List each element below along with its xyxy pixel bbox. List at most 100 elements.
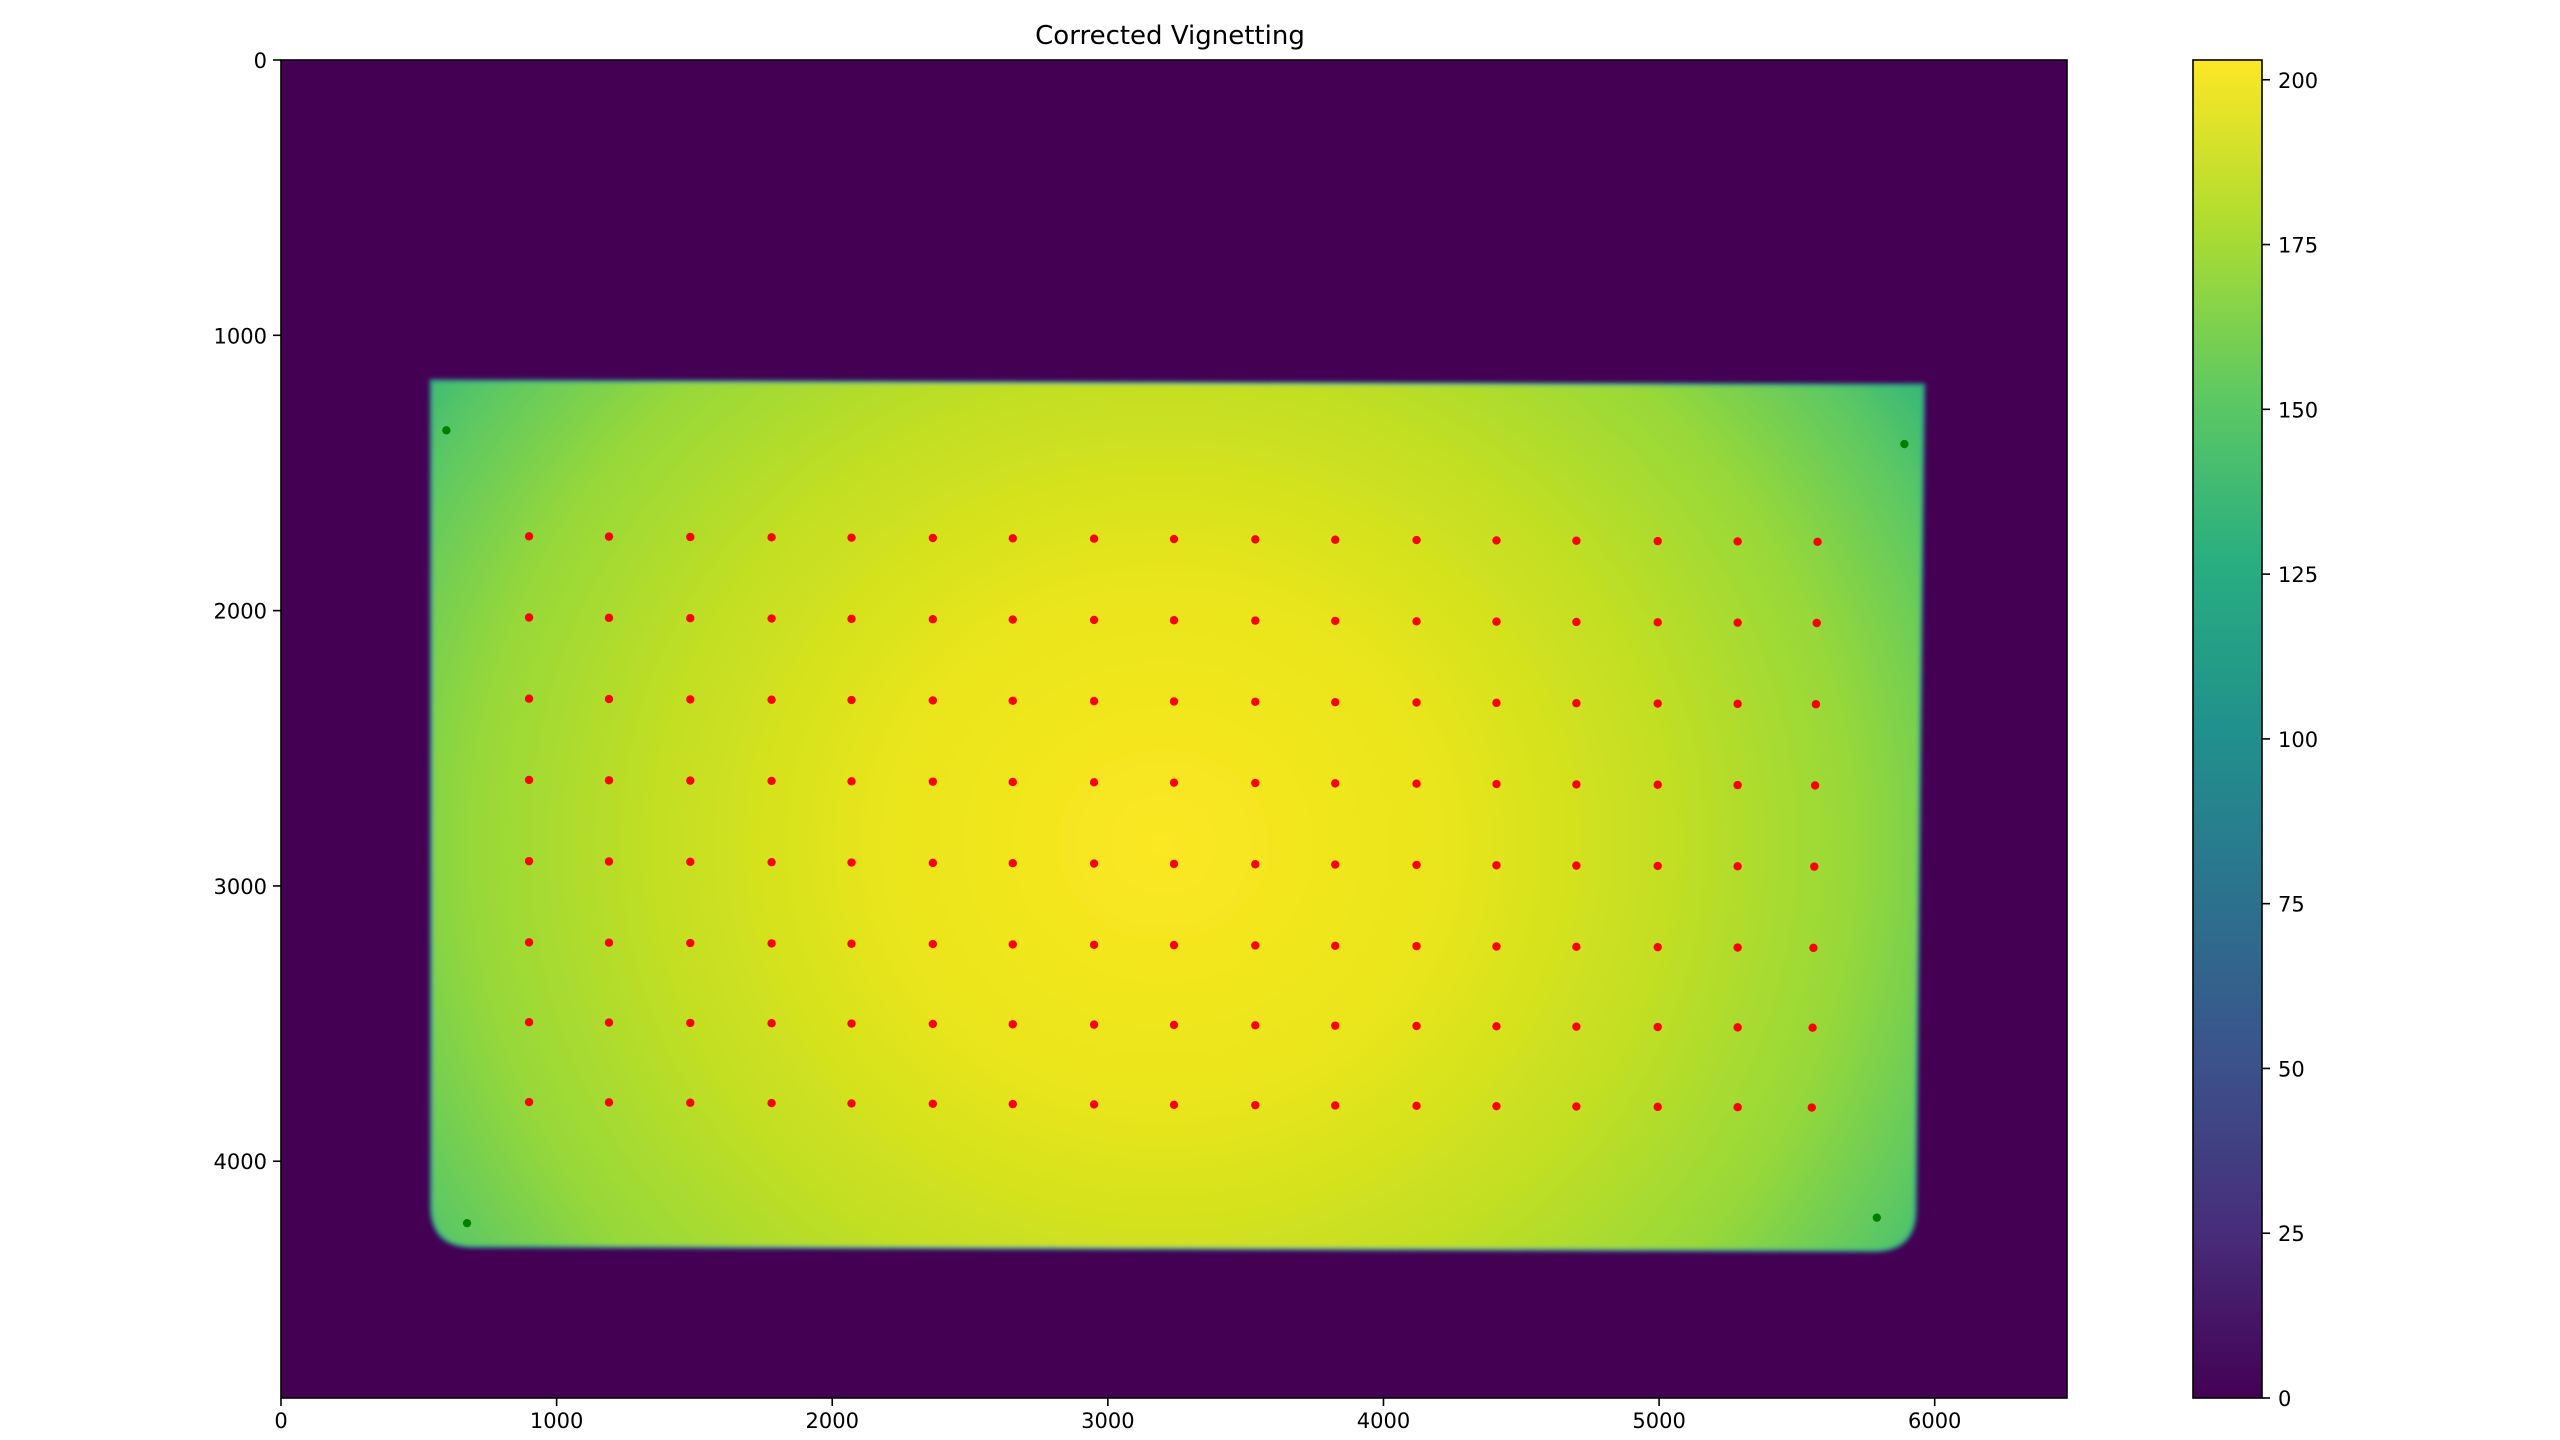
red-grid-point xyxy=(1653,1022,1662,1032)
red-grid-point xyxy=(1492,617,1501,626)
red-grid-point xyxy=(1089,859,1099,868)
red-grid-point xyxy=(686,1098,695,1107)
red-grid-point xyxy=(767,776,776,786)
red-grid-point xyxy=(1733,699,1742,709)
red-grid-point xyxy=(1572,1102,1581,1111)
colorbar-tick-label: 25 xyxy=(2278,1222,2305,1246)
red-grid-point xyxy=(1331,941,1340,951)
red-grid-point xyxy=(1492,1022,1501,1031)
red-grid-point xyxy=(1733,862,1742,871)
red-grid-point xyxy=(1572,861,1581,870)
y-tick-label: 2000 xyxy=(214,600,267,624)
x-tick-label: 6000 xyxy=(1908,1409,1961,1433)
red-grid-point xyxy=(928,939,938,949)
colorbar-ticks: 0 25 50 75 100 125 150 175 200 xyxy=(2262,69,2318,1411)
red-grid-point xyxy=(1008,534,1017,543)
red-grid-point xyxy=(767,614,776,623)
red-grid-point xyxy=(1331,616,1340,626)
red-grid-point xyxy=(1412,698,1421,707)
red-grid-point xyxy=(1810,781,1820,790)
colorbar-tick-label: 75 xyxy=(2278,893,2305,917)
red-grid-point xyxy=(1169,1100,1179,1109)
red-grid-point xyxy=(524,775,534,785)
red-grid-point xyxy=(1008,1099,1017,1109)
red-grid-point xyxy=(1169,616,1179,625)
red-grid-point xyxy=(1653,942,1662,952)
red-grid-point xyxy=(686,695,695,704)
red-grid-point xyxy=(1412,1021,1421,1031)
red-grid-point xyxy=(686,532,695,542)
colorbar-tick-label: 100 xyxy=(2278,728,2318,752)
red-grid-point xyxy=(1169,1020,1179,1030)
red-grid-point xyxy=(1808,1023,1817,1032)
red-grid-point xyxy=(524,938,534,947)
red-grid-point xyxy=(1811,700,1821,709)
red-grid-point xyxy=(1251,1021,1260,1030)
red-grid-point xyxy=(928,777,938,786)
y-tick-label: 0 xyxy=(254,49,267,73)
x-tick-label: 4000 xyxy=(1357,1409,1410,1433)
red-grid-point xyxy=(524,1097,534,1107)
x-tick-label: 0 xyxy=(274,1409,287,1433)
red-grid-point xyxy=(767,1019,776,1028)
red-grid-point xyxy=(847,858,856,867)
y-tick-label: 1000 xyxy=(214,324,267,348)
red-grid-point xyxy=(928,858,938,868)
axes-frame xyxy=(280,59,2068,1399)
y-axis: 0 1000 2000 3000 4000 xyxy=(214,49,281,1174)
colorbar-tick-label: 0 xyxy=(2278,1387,2291,1411)
red-grid-point xyxy=(604,532,614,541)
green-corner-point xyxy=(442,426,451,435)
colorbar-tick-label: 125 xyxy=(2278,563,2318,587)
red-grid-point xyxy=(1572,536,1581,545)
colorbar-gradient xyxy=(2192,59,2263,1399)
red-grid-point xyxy=(1653,1102,1662,1112)
red-grid-point xyxy=(1733,943,1742,952)
red-grid-point xyxy=(1653,861,1662,871)
red-grid-point xyxy=(1008,1020,1017,1029)
red-grid-point xyxy=(1812,618,1821,628)
red-grid-point xyxy=(524,1018,534,1027)
red-grid-point xyxy=(604,613,614,623)
red-grid-point xyxy=(1809,943,1818,953)
red-grid-point xyxy=(1572,780,1581,789)
red-grid-point xyxy=(1089,1100,1099,1109)
red-grid-point xyxy=(1653,780,1662,789)
red-grid-point xyxy=(1251,941,1260,950)
red-grid-point xyxy=(767,939,776,948)
red-grid-point xyxy=(1169,940,1179,950)
red-grid-point xyxy=(524,613,534,622)
x-tick-label: 3000 xyxy=(1081,1409,1134,1433)
red-grid-point xyxy=(1733,1023,1742,1032)
red-grid-point xyxy=(928,696,938,705)
heatmap-axes: 0 1000 2000 3000 4000 5000 6000 0 1000 2000 3000 4… xyxy=(214,49,2068,1433)
green-corner-point xyxy=(1900,439,1909,449)
y-tick-label: 3000 xyxy=(214,875,267,899)
red-grid-point xyxy=(1492,698,1501,708)
red-grid-point xyxy=(1169,778,1179,787)
red-grid-point xyxy=(767,1098,776,1108)
markers-layer xyxy=(442,426,1909,1228)
red-grid-point xyxy=(1251,616,1260,625)
red-grid-point xyxy=(1733,537,1742,546)
red-grid-point xyxy=(847,1099,856,1108)
red-grid-point xyxy=(1331,535,1340,544)
red-grid-point xyxy=(604,857,614,866)
colorbar-tick-label: 175 xyxy=(2278,234,2318,258)
red-grid-point xyxy=(1008,777,1017,787)
red-grid-point xyxy=(1572,617,1581,627)
red-grid-point xyxy=(1807,1103,1816,1112)
colorbar-tick-label: 150 xyxy=(2278,398,2318,422)
red-grid-point xyxy=(604,694,614,704)
red-grid-point xyxy=(1412,860,1421,870)
red-grid-point xyxy=(1412,535,1421,545)
red-grid-point xyxy=(1492,779,1501,789)
red-grid-point xyxy=(604,776,614,785)
red-grid-point xyxy=(604,1018,614,1027)
red-grid-point xyxy=(524,694,534,703)
colorbar: 0 25 50 75 100 125 150 175 200 xyxy=(2192,59,2318,1411)
red-grid-point xyxy=(1653,618,1662,627)
red-grid-point xyxy=(1089,534,1099,543)
red-grid-point xyxy=(524,856,534,866)
